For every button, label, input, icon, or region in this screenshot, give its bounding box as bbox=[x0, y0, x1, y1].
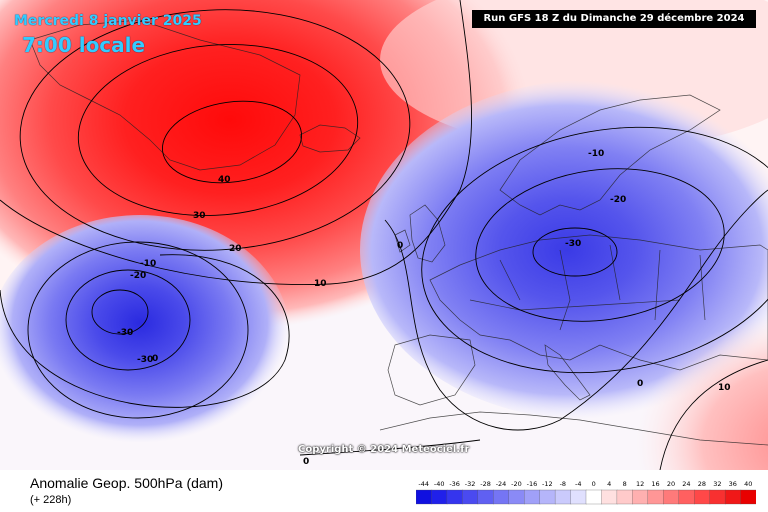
color-legend: -44 -40 -36 -32 -28 -24 -20 -16 -12 -8 -4 0 4 8 12 16 20… bbox=[416, 480, 756, 505]
legend-label: 24 bbox=[682, 480, 690, 488]
contour-label: 0 bbox=[303, 457, 309, 467]
legend-label: -32 bbox=[465, 480, 476, 488]
contour-label-group: 40 30 20 10 -10 -20 -30 -30 0 -10 -20 -3… bbox=[117, 149, 731, 467]
run-info: Run GFS 18 Z du Dimanche 29 décembre 202… bbox=[472, 10, 756, 28]
legend-swatch bbox=[493, 489, 510, 505]
contour-label: -20 bbox=[130, 271, 146, 281]
legend-swatch bbox=[663, 489, 680, 505]
legend-swatch bbox=[647, 489, 664, 505]
legend-swatch bbox=[585, 489, 603, 505]
legend-swatch bbox=[431, 489, 448, 505]
contour-label: -20 bbox=[610, 195, 626, 205]
copyright-text: Copyright © 2024 Meteociel.fr bbox=[298, 444, 470, 455]
contour-label: -10 bbox=[140, 259, 156, 269]
legend-label: 32 bbox=[713, 480, 721, 488]
contour-label: -10 bbox=[588, 149, 604, 159]
contour-label: 0 bbox=[397, 241, 403, 251]
legend-swatch bbox=[539, 489, 556, 505]
legend-label: -16 bbox=[527, 480, 538, 488]
legend-label: 40 bbox=[744, 480, 752, 488]
legend-label: -40 bbox=[434, 480, 445, 488]
contour-label: -30 bbox=[137, 355, 153, 365]
legend-label: 0 bbox=[592, 480, 596, 488]
legend-label: -44 bbox=[418, 480, 429, 488]
legend-label: -28 bbox=[480, 480, 491, 488]
legend-swatch bbox=[709, 489, 726, 505]
legend-label: 20 bbox=[667, 480, 675, 488]
legend-label: 8 bbox=[623, 480, 627, 488]
legend-label: -12 bbox=[542, 480, 553, 488]
contour-label: -30 bbox=[117, 328, 133, 338]
contour-label: -30 bbox=[565, 239, 581, 249]
legend-label: -20 bbox=[511, 480, 522, 488]
legend-swatch bbox=[632, 489, 649, 505]
legend-swatch bbox=[462, 489, 479, 505]
legend-label: 16 bbox=[651, 480, 659, 488]
coastlines bbox=[29, 19, 768, 446]
legend-swatch bbox=[508, 489, 525, 505]
legend-swatch bbox=[616, 489, 634, 505]
legend-swatch bbox=[601, 489, 618, 505]
legend-label: 36 bbox=[729, 480, 737, 488]
contour-label: 20 bbox=[229, 244, 242, 254]
contour-label: 0 bbox=[637, 379, 643, 389]
contour-label: 0 bbox=[152, 354, 158, 364]
legend-swatch bbox=[724, 489, 742, 505]
legend-label: -24 bbox=[496, 480, 507, 488]
legend-label: -36 bbox=[449, 480, 460, 488]
contour-label: 30 bbox=[193, 211, 206, 221]
legend-swatch bbox=[570, 489, 587, 505]
legend-swatch bbox=[740, 489, 756, 505]
forecast-date: Mercredi 8 janvier 2025 bbox=[14, 13, 202, 29]
legend-label: 12 bbox=[636, 480, 644, 488]
forecast-lead-time: (+ 228h) bbox=[30, 494, 72, 506]
legend-label: 4 bbox=[607, 480, 611, 488]
forecast-time: 7:00 locale bbox=[22, 33, 146, 57]
legend-swatch bbox=[678, 489, 695, 505]
contour-label: 10 bbox=[718, 383, 731, 393]
legend-swatch bbox=[554, 489, 572, 505]
legend-label: 28 bbox=[698, 480, 706, 488]
legend-swatch bbox=[694, 489, 711, 505]
contours bbox=[0, 0, 768, 470]
contour-label: 10 bbox=[314, 279, 327, 289]
legend-label: -8 bbox=[560, 480, 566, 488]
legend-swatch bbox=[524, 489, 541, 505]
legend-swatch bbox=[446, 489, 464, 505]
legend-label: -4 bbox=[575, 480, 581, 488]
legend-swatch bbox=[477, 489, 494, 505]
legend-swatch bbox=[416, 489, 433, 505]
map-title: Anomalie Geop. 500hPa (dam) bbox=[30, 475, 223, 491]
anomaly-map: 40 30 20 10 -10 -20 -30 -30 0 -10 -20 -3… bbox=[0, 0, 768, 470]
contour-label: 40 bbox=[218, 175, 231, 185]
